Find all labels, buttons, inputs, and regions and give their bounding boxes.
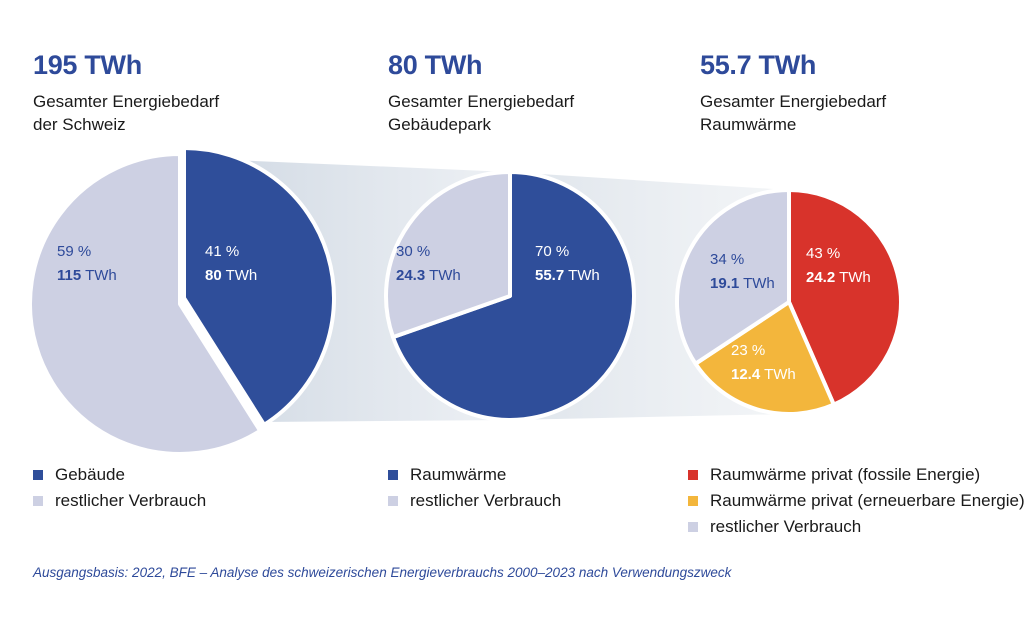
pie-slice xyxy=(391,170,636,422)
heating-value: 55.7 TWh xyxy=(700,50,817,80)
slice-value-label: 24.2 TWh xyxy=(806,269,871,286)
legend-label: Raumwärme privat (erneuerbare Energie) xyxy=(710,491,1025,510)
total-caption-line2: der Schweiz xyxy=(33,115,126,134)
legend-label: Gebäude xyxy=(55,465,125,484)
legend-swatch xyxy=(388,470,398,480)
slice-value-label: 55.7 TWh xyxy=(535,267,600,284)
legend-item: restlicher Verbrauch xyxy=(33,488,206,514)
slice-percent-label: 34 % xyxy=(710,251,744,268)
buildings-caption-line1: Gesamter Energiebedarf xyxy=(388,92,575,111)
legend-swatch xyxy=(688,496,698,506)
slice-value-label: 115 TWh xyxy=(57,267,117,284)
legend-swatch xyxy=(33,470,43,480)
pie-slice xyxy=(693,300,836,416)
header-buildings: 80 TWh Gesamter Energiebedarf Gebäudepar… xyxy=(388,50,574,136)
legend-label: Raumwärme privat (fossile Energie) xyxy=(710,465,981,484)
legend-swatch xyxy=(688,470,698,480)
heating-caption-line1: Gesamter Energiebedarf xyxy=(700,92,887,111)
total-caption-line1: Gesamter Energiebedarf xyxy=(33,92,220,111)
source-note: Ausgangsbasis: 2022, BFE – Analyse des s… xyxy=(33,565,732,580)
slice-percent-label: 43 % xyxy=(806,245,840,262)
buildings-caption-line2: Gebäudepark xyxy=(388,115,492,134)
slice-value-label: 19.1 TWh xyxy=(710,275,775,292)
legend-label: restlicher Verbrauch xyxy=(710,517,862,536)
legend-item: restlicher Verbrauch xyxy=(388,488,561,514)
legend-swatch xyxy=(688,522,698,532)
slice-value-label: 24.3 TWh xyxy=(396,267,461,284)
legend-item: restlicher Verbrauch xyxy=(688,514,1025,540)
header-heating: 55.7 TWh Gesamter Energiebedarf Raumwärm… xyxy=(700,50,886,136)
legend-heating: Raumwärme privat (fossile Energie) Raumw… xyxy=(688,462,1025,540)
heating-caption-line2: Raumwärme xyxy=(700,115,797,134)
slice-percent-label: 59 % xyxy=(57,243,91,260)
pie-slice xyxy=(787,188,903,407)
pie-slice xyxy=(384,170,512,340)
slice-value-label: 12.4 TWh xyxy=(731,366,796,383)
buildings-value: 80 TWh xyxy=(388,50,483,80)
legend-label: restlicher Verbrauch xyxy=(410,491,562,510)
legend-item: Raumwärme xyxy=(388,462,561,488)
legend-item: Raumwärme privat (erneuerbare Energie) xyxy=(688,488,1025,514)
legend-label: restlicher Verbrauch xyxy=(55,491,207,510)
header-total: 195 TWh Gesamter Energiebedarf der Schwe… xyxy=(33,50,219,136)
pie-slice xyxy=(28,152,263,456)
legend-buildings: Raumwärme restlicher Verbrauch xyxy=(388,462,561,514)
slice-percent-label: 70 % xyxy=(535,243,569,260)
legend-item: Gebäude xyxy=(33,462,206,488)
legend-total: Gebäude restlicher Verbrauch xyxy=(33,462,206,514)
legend-swatch xyxy=(388,496,398,506)
legend-swatch xyxy=(33,496,43,506)
slice-percent-label: 30 % xyxy=(396,243,430,260)
slice-percent-label: 23 % xyxy=(731,342,765,359)
pie-slice xyxy=(182,146,336,427)
slice-percent-label: 41 % xyxy=(205,243,239,260)
legend-item: Raumwärme privat (fossile Energie) xyxy=(688,462,1025,488)
total-value: 195 TWh xyxy=(33,50,142,80)
legend-label: Raumwärme xyxy=(410,465,507,484)
slice-value-label: 80 TWh xyxy=(205,267,257,284)
pie-slice xyxy=(675,188,791,366)
